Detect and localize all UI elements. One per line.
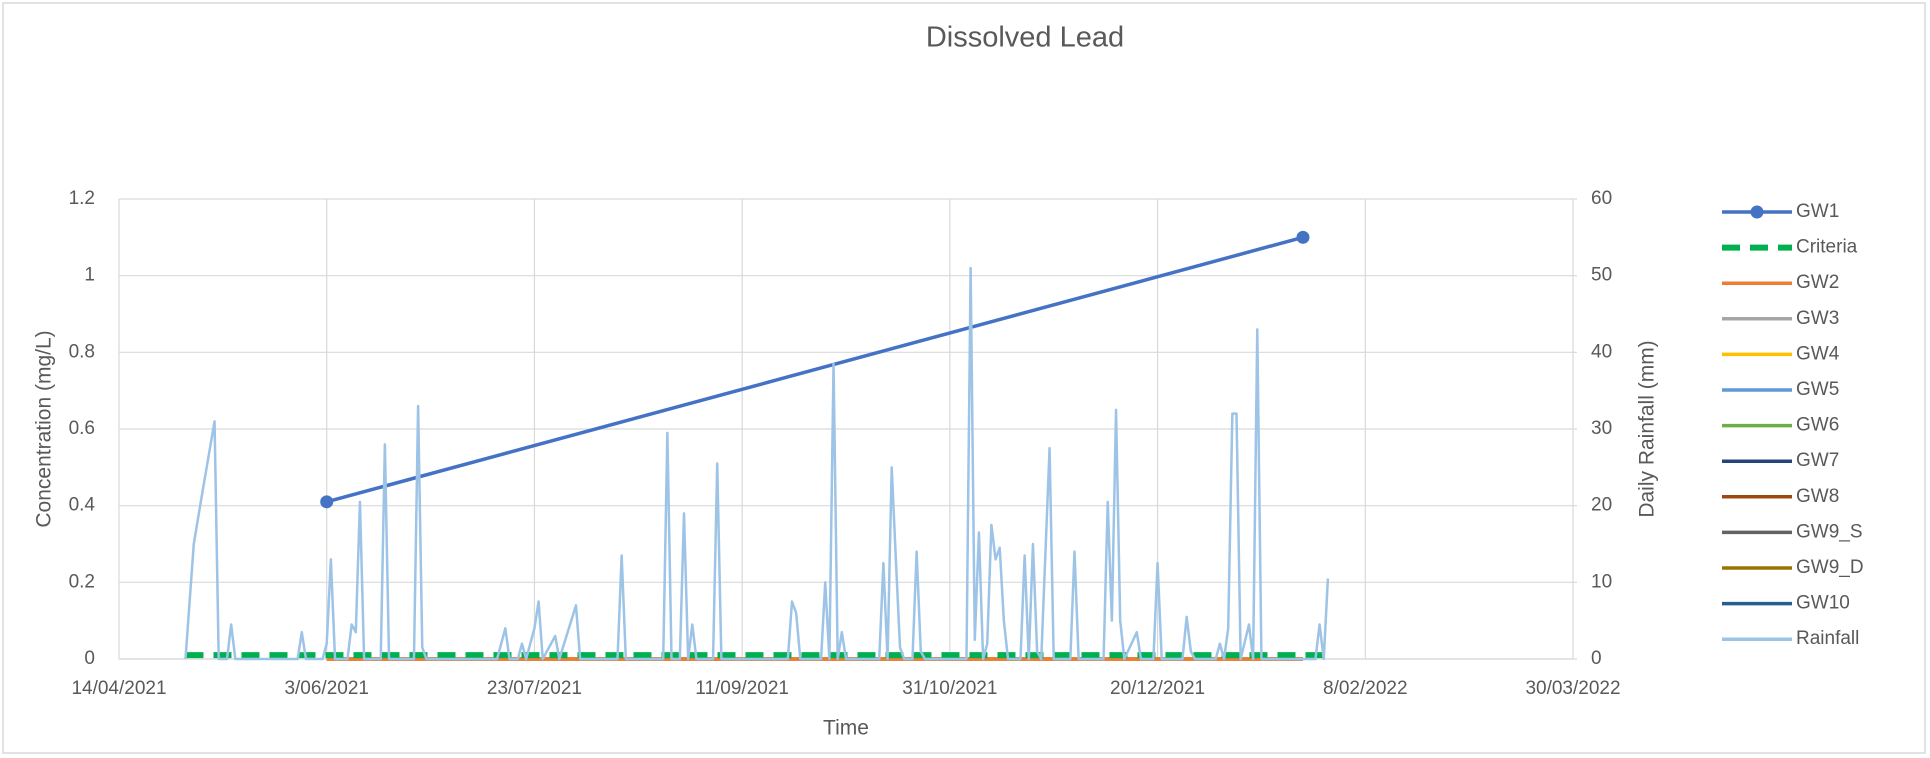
y-tick-label: 0.2 [69,571,95,592]
legend-label: GW1 [1796,201,1839,222]
y2-tick-label: 30 [1591,418,1612,439]
x-tick-label: 20/12/2021 [1110,678,1205,699]
legend-label: Rainfall [1796,628,1859,649]
series-marker [320,495,334,509]
legend-marker [1750,205,1764,219]
y2-tick-label: 60 [1591,188,1612,209]
chart-title: Dissolved Lead [926,22,1124,54]
series-marker [1296,230,1310,244]
x-tick-label: 23/07/2021 [487,678,582,699]
legend-label: GW9_S [1796,521,1863,542]
series-line [326,235,1304,504]
y-tick-label: 1.2 [69,188,95,209]
legend-label: GW9_D [1796,557,1864,578]
y-tick-label: 0.6 [69,418,95,439]
x-tick-label: 14/04/2021 [71,678,166,699]
legend-label: GW8 [1796,486,1839,507]
y2-tick-label: 10 [1591,571,1612,592]
y2-axis-label: Daily Rainfall (mm) [1636,340,1659,517]
legend-label: GW7 [1796,450,1839,471]
y2-tick-label: 0 [1591,648,1602,669]
legend-label: GW6 [1796,415,1839,436]
x-tick-label: 31/10/2021 [902,678,997,699]
x-axis-label: Time [823,717,869,740]
y-tick-label: 0.4 [69,495,96,516]
x-tick-label: 11/09/2021 [695,678,789,699]
y-tick-label: 1 [84,265,95,286]
x-tick-label: 30/03/2022 [1525,678,1620,699]
y-axis-label: Concentration (mg/L) [33,330,56,527]
legend-label: GW5 [1796,379,1839,400]
legend-label: GW4 [1796,343,1840,364]
legend-label: GW3 [1796,308,1839,329]
y2-tick-label: 20 [1591,495,1612,516]
legend-label: Criteria [1796,237,1858,258]
y2-tick-label: 40 [1591,341,1612,362]
y-tick-label: 0 [84,648,95,669]
y2-tick-label: 50 [1591,265,1612,286]
x-tick-label: 8/02/2022 [1323,678,1408,699]
x-tick-label: 3/06/2021 [284,678,369,699]
legend-label: GW10 [1796,593,1850,614]
y-tick-label: 0.8 [69,341,95,362]
legend-label: GW2 [1796,272,1839,293]
series-line [184,266,1330,661]
